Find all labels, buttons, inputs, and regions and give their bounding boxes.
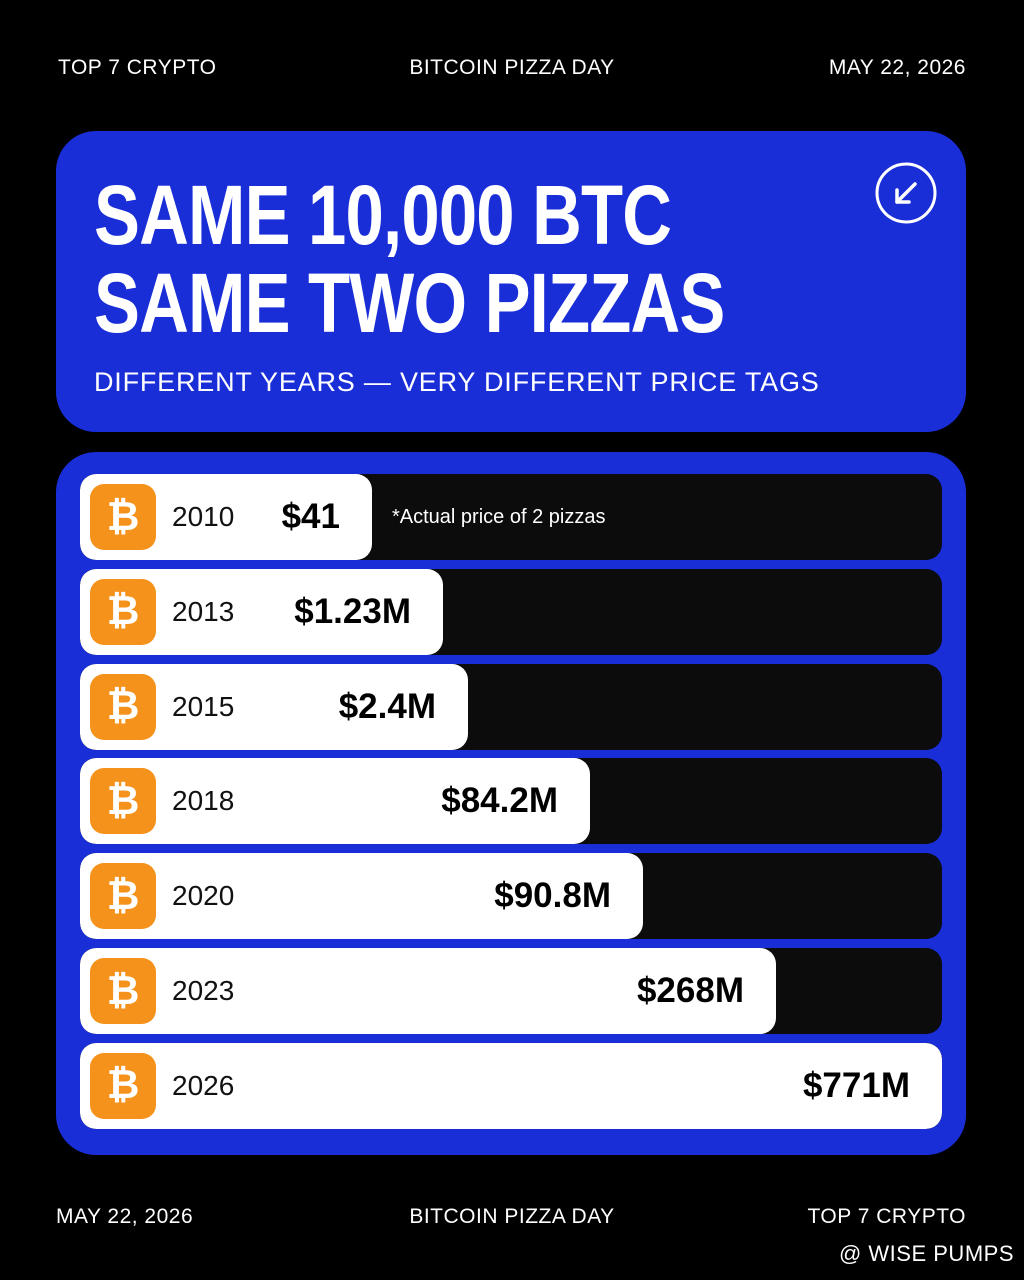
bitcoin-icon: ₿ — [90, 578, 156, 645]
price-row: ₿ 2023 $268M — [80, 948, 942, 1034]
price-row: ₿ 2013 $1.23M — [80, 568, 942, 655]
price-row: ₿ 2020 $90.8M — [80, 853, 942, 940]
header-center: BITCOIN PIZZA DAY — [409, 56, 615, 79]
arrow-icon — [875, 162, 937, 224]
price-row: ₿ 2015 $2.4M — [80, 663, 942, 750]
subtitle: DIFFERENT YEARS — VERY DIFFERENT PRICE T… — [94, 367, 820, 397]
year-label: 2020 — [172, 880, 235, 912]
price-label: $2.4M — [338, 686, 436, 726]
price-label: $1.23M — [294, 591, 411, 631]
year-label: 2026 — [172, 1069, 235, 1101]
price-bar: ₿ 2013 $1.23M — [80, 568, 443, 655]
footer-left: MAY 22, 2026 — [56, 1205, 194, 1228]
footer-center: BITCOIN PIZZA DAY — [409, 1205, 615, 1228]
title-line: SAME 10,000 BTC — [94, 168, 672, 262]
price-bar: ₿ 2015 $2.4M — [80, 663, 468, 750]
bitcoin-icon: ₿ — [90, 1052, 156, 1119]
price-bar: ₿ 2023 $268M — [80, 948, 776, 1034]
price-bar: ₿ 2018 $84.2M — [80, 758, 590, 845]
bitcoin-icon: ₿ — [90, 484, 156, 550]
year-label: 2018 — [172, 785, 235, 817]
bitcoin-icon: ₿ — [90, 863, 156, 930]
bitcoin-icon: ₿ — [90, 958, 156, 1024]
price-row: ₿ 2010 $41 *Actual price of 2 pizzas — [80, 474, 942, 560]
bitcoin-icon: ₿ — [90, 673, 156, 740]
year-label: 2013 — [172, 595, 235, 627]
price-bar: ₿ 2010 $41 — [80, 474, 372, 560]
title-card: SAME 10,000 BTC SAME TWO PIZZAS DIFFEREN… — [56, 131, 966, 432]
price-panel: ₿ 2010 $41 *Actual price of 2 pizzas ₿ 2013 $1… — [56, 452, 966, 1155]
price-label: $41 — [281, 497, 340, 536]
year-label: 2023 — [172, 975, 235, 1006]
price-bar: ₿ 2026 $771M — [80, 1042, 942, 1129]
header-right: MAY 22, 2026 — [828, 56, 966, 79]
bitcoin-icon: ₿ — [90, 768, 156, 835]
price-bar: ₿ 2020 $90.8M — [80, 853, 643, 940]
footnote: *Actual price of 2 pizzas — [392, 506, 606, 528]
price-row: ₿ 2026 $771M — [80, 1042, 942, 1129]
watermark: @ WISE PUMPS — [838, 1241, 1014, 1266]
price-label: $268M — [636, 971, 744, 1010]
price-label: $90.8M — [494, 876, 611, 916]
title-line: SAME TWO PIZZAS — [94, 256, 725, 350]
price-label: $771M — [802, 1065, 910, 1105]
year-label: 2015 — [172, 690, 235, 722]
price-label: $84.2M — [441, 781, 558, 821]
header-left: TOP 7 CRYPTO — [58, 56, 217, 79]
price-row: ₿ 2018 $84.2M — [80, 758, 942, 845]
footer-right: TOP 7 CRYPTO — [807, 1205, 966, 1228]
year-label: 2010 — [172, 501, 235, 532]
